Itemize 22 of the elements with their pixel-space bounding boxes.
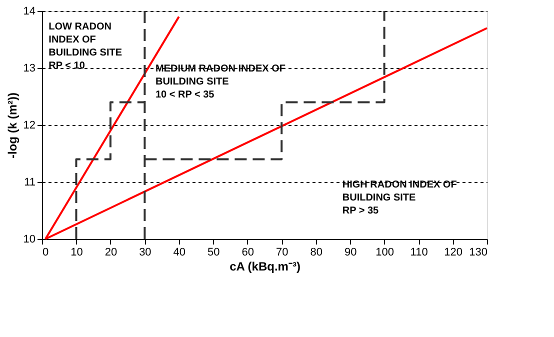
x-tick-label: 20 (104, 246, 118, 258)
y-tick-label: 14 (23, 6, 36, 18)
x-tick-label: 0 (42, 246, 49, 258)
x-tick-label: 90 (344, 246, 357, 258)
x-tick-label: 60 (242, 246, 254, 258)
y-tick-label: 12 (23, 120, 36, 132)
x-tick-label: 130 (469, 246, 488, 258)
x-tick-label: 80 (310, 246, 322, 258)
annotation: LOW RADON INDEX OF BUILDING SITE RP < 10 (48, 21, 122, 72)
x-tick-label: 30 (139, 246, 152, 258)
x-tick-label: 40 (173, 246, 186, 258)
y-tick-label: 11 (24, 176, 36, 188)
x-tick-label: 120 (444, 246, 462, 258)
x-axis-title: cA (kBq.m⁻³) (230, 260, 300, 274)
x-tick-label: 110 (410, 246, 428, 258)
y-axis-title: -log (k (m²)) (5, 92, 20, 158)
y-tick-label: 10 (23, 234, 36, 246)
x-tick-label: 100 (376, 246, 394, 258)
x-tick-label: 70 (276, 246, 288, 258)
x-tick-label: 50 (208, 246, 220, 258)
x-tick-label: 10 (70, 246, 83, 258)
y-tick-label: 13 (23, 62, 36, 74)
